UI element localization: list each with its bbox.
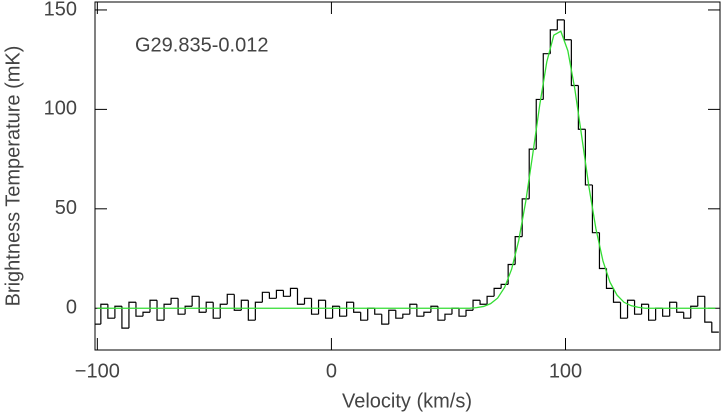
spectrum-step [374, 308, 382, 315]
spectrum-step [128, 301, 136, 329]
spectrum-step [711, 322, 719, 333]
spectrum-step [303, 297, 312, 305]
spectrum-step [669, 301, 677, 317]
spectrum-step [282, 290, 291, 297]
spectrum-step [676, 302, 684, 313]
spectrum-step [430, 305, 438, 313]
spectrum-step [683, 312, 691, 319]
y-tick-label: 150 [44, 0, 77, 20]
y-axis-label: Brightness Temperature (mK) [2, 46, 24, 307]
y-tick-label: 50 [55, 197, 77, 219]
spectrum-step [360, 312, 368, 321]
spectrum-step [486, 295, 495, 305]
x-tick-label: 0 [326, 360, 337, 382]
spectrum-step [633, 300, 642, 315]
spectrum-step [353, 302, 361, 313]
spectrum-step [247, 300, 256, 321]
spectrum-step [381, 314, 389, 325]
spectrum-step [268, 292, 277, 299]
spectrum-step [584, 129, 593, 186]
spectrum-step [170, 297, 179, 305]
spectrum-step [184, 305, 193, 315]
spectrum-step [493, 287, 502, 297]
spectrum-step [212, 302, 221, 319]
x-tick-label: −100 [75, 360, 120, 382]
y-tick-label: 100 [44, 98, 77, 120]
spectrum-step [346, 301, 354, 317]
spectrum-step [619, 302, 628, 319]
spectrum-step [191, 295, 200, 307]
spectrum-step [549, 29, 558, 54]
spectrum-step [310, 298, 319, 315]
spectrum-step [437, 306, 445, 321]
spectrum-step [177, 298, 186, 315]
plot-frame [94, 1, 721, 351]
spectrum-step [114, 305, 122, 319]
fit-line [97, 30, 716, 309]
x-tick-label: 100 [549, 360, 582, 382]
spectrum-step [395, 310, 403, 319]
spectrum-step [339, 306, 347, 317]
spectrum-step [655, 307, 663, 321]
spectrum-step [121, 306, 129, 329]
spectrum-step [662, 308, 670, 317]
spectrum-step [163, 303, 172, 321]
spectrum-step [135, 302, 143, 317]
spectrum-step [254, 301, 263, 321]
spectrum-step [690, 305, 698, 319]
spectrum-step [324, 300, 333, 319]
spectrum-step [205, 301, 214, 313]
spectrum-step [416, 304, 424, 317]
spectrum-step [100, 303, 108, 325]
spectrum-step [156, 300, 165, 321]
spectrum-step [423, 311, 431, 317]
spectrum-step [444, 313, 452, 321]
spectrum-step [142, 311, 151, 317]
spectrum-step [697, 295, 705, 307]
spectrum-step [331, 305, 340, 319]
chart-title: G29.835-0.012 [135, 34, 268, 56]
spectrum-step [261, 291, 270, 303]
spectrum-step [556, 19, 565, 30]
spectrum-step [648, 304, 656, 321]
spectrum-step [226, 293, 235, 305]
spectrum-step [198, 296, 207, 313]
spectrum-step [219, 303, 228, 319]
spectrum-step [409, 303, 417, 315]
spectrum-step [570, 39, 579, 87]
spectrum-step [577, 85, 586, 130]
spectrum-step [149, 299, 158, 313]
spectrum-step [605, 268, 614, 289]
spectrum-step [458, 308, 467, 317]
spectrum-step [275, 289, 284, 299]
spectrum-step [296, 288, 305, 305]
spectrum-step [472, 299, 481, 311]
spectrum-step [465, 309, 474, 317]
spectrum-step [612, 288, 621, 303]
spectrum-step [626, 299, 635, 319]
spectrum-step [388, 309, 396, 325]
spectrum-step [563, 19, 572, 41]
spectrum-step [451, 307, 459, 315]
spectrum-step [704, 296, 712, 323]
spectrum-step [233, 294, 242, 311]
spectrum-step [289, 287, 298, 297]
spectrum-step [317, 299, 326, 315]
spectrum-step [402, 313, 410, 319]
spectrum-step [240, 299, 249, 311]
x-axis-label: Velocity (km/s) [342, 390, 472, 412]
y-tick-label: 0 [66, 297, 77, 319]
spectrum-step [640, 303, 649, 315]
spectrum-step [107, 304, 115, 319]
spectrum-step [367, 307, 375, 321]
spectrum-step [479, 300, 488, 305]
